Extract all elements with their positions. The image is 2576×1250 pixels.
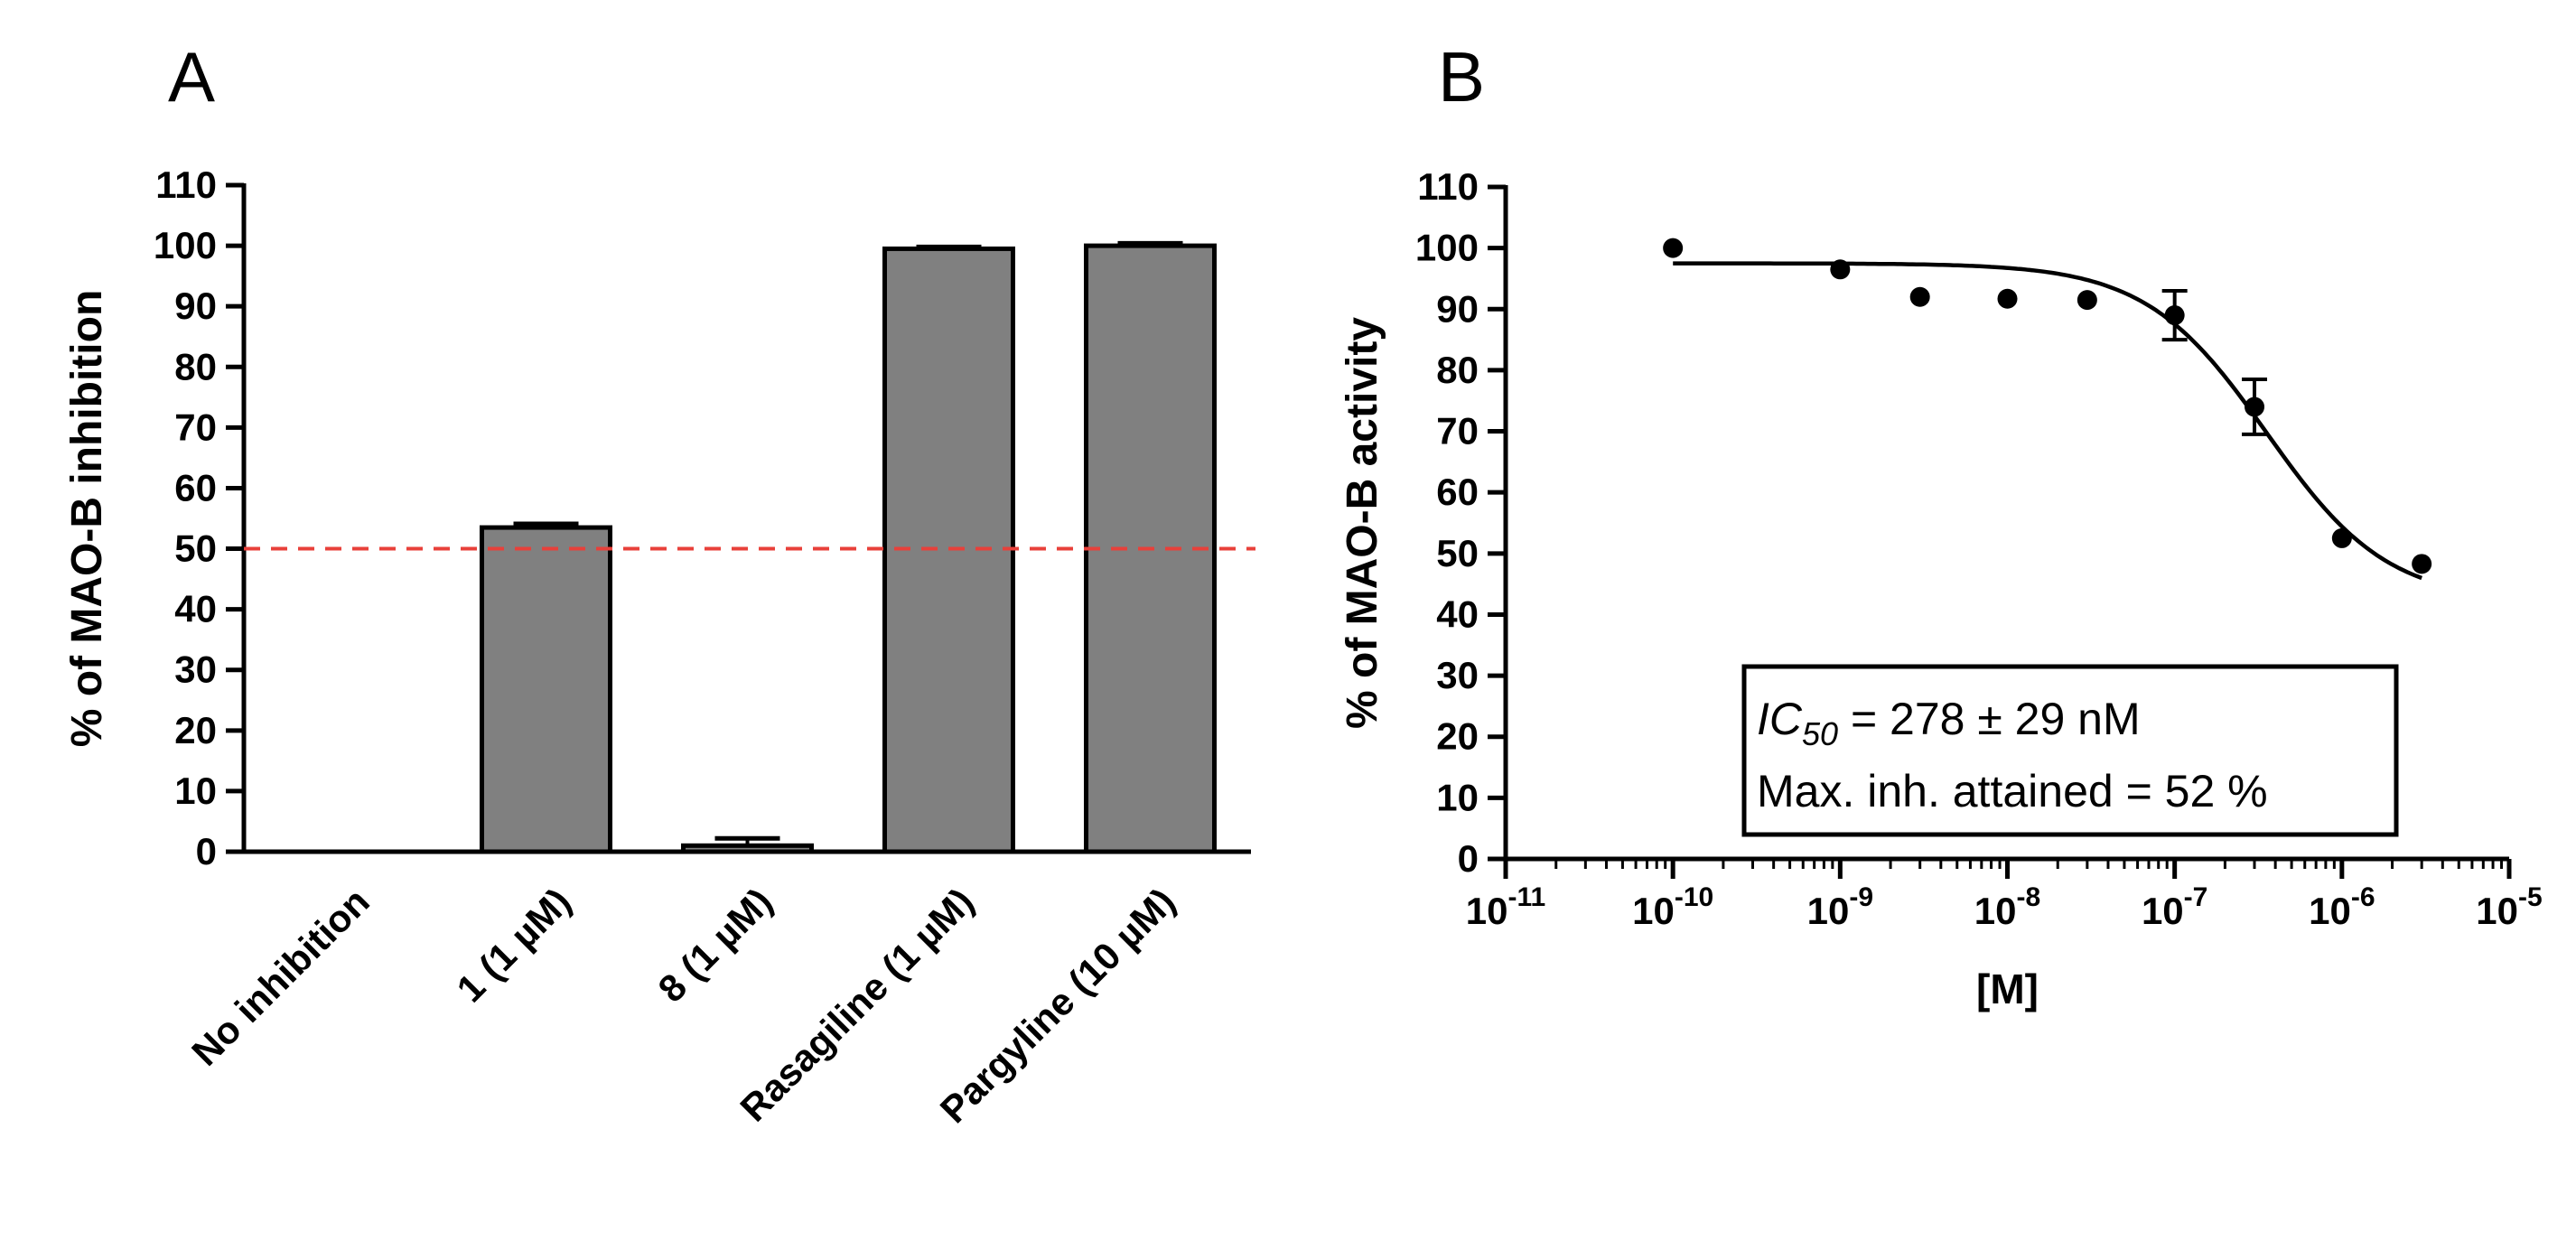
x-category-label: No inhibition (183, 880, 378, 1074)
data-point (1909, 286, 1930, 307)
ic50-text: IC50 = 278 ± 29 nM (1757, 694, 2141, 752)
y-tick-label: 20 (1436, 715, 1479, 758)
y-tick-label: 60 (1436, 471, 1479, 513)
y-tick-label: 80 (1436, 349, 1479, 391)
y-tick-label: 90 (1436, 287, 1479, 330)
x-axis-label: [M] (1976, 965, 2039, 1012)
y-tick-label: 60 (174, 466, 217, 508)
data-point (1830, 259, 1851, 280)
x-category-label: 1 (1 µM) (448, 880, 578, 1010)
y-tick-label: 80 (174, 345, 217, 387)
y-tick-label: 70 (174, 406, 217, 448)
y-tick-label: 20 (174, 709, 217, 751)
y-axis-label: % of MAO-B inhibition (63, 290, 111, 748)
max-inhibition-text: Max. inh. attained = 52 % (1757, 766, 2268, 816)
y-tick-label: 40 (1436, 592, 1479, 635)
x-category-label: 8 (1 µM) (649, 880, 779, 1010)
y-tick-label: 40 (174, 588, 217, 630)
data-point (2412, 554, 2432, 574)
y-tick-label: 110 (155, 163, 217, 206)
y-axis-label: % of MAO-B activity (1339, 317, 1386, 729)
y-tick-label: 50 (1436, 532, 1479, 574)
y-tick-label: 0 (1458, 837, 1479, 880)
data-point (1663, 238, 1684, 258)
data-point (2331, 527, 2352, 548)
y-tick-label: 0 (196, 830, 217, 872)
data-point (2245, 396, 2265, 417)
panel-b-letter: B (1438, 37, 1486, 117)
x-tick-label: 10-10 (1632, 882, 1713, 932)
data-point (2077, 290, 2097, 311)
y-tick-label: 70 (1436, 410, 1479, 452)
panel-a-bar-chart: 0 10 20 30 40 50 60 70 80 90 100 110 % of MAO-B inhi… (63, 163, 1255, 1131)
x-tick-label: 10-11 (1466, 882, 1545, 932)
x-tick-label: 10-7 (2142, 882, 2207, 932)
x-tick-label: 10-8 (1974, 882, 2040, 932)
y-tick-label: 50 (174, 527, 217, 570)
y-tick-label: 100 (154, 224, 217, 266)
panel-a-letter: A (168, 37, 216, 117)
x-tick-label: 10-5 (2476, 882, 2542, 932)
bar (480, 525, 612, 854)
x-tick-label: 10-9 (1807, 882, 1873, 932)
data-point (2164, 305, 2185, 326)
y-tick-label: 10 (1436, 776, 1479, 818)
y-tick-label: 100 (1415, 227, 1479, 269)
y-tick-label: 30 (1436, 654, 1479, 696)
y-tick-label: 90 (174, 285, 217, 327)
panel-b-dose-response-chart: 0 10 20 30 40 50 60 70 80 90 100 110 10-11 10-10 10-9 1… (1339, 165, 2543, 1012)
y-tick-label: 30 (174, 648, 217, 691)
y-tick-label: 110 (1417, 165, 1479, 208)
fit-curve (1673, 261, 2423, 581)
data-point (1997, 288, 2018, 309)
bar (681, 843, 814, 854)
y-tick-label: 10 (174, 770, 217, 812)
annotation-box (1741, 664, 2399, 837)
x-tick-label: 10-6 (2309, 882, 2375, 932)
